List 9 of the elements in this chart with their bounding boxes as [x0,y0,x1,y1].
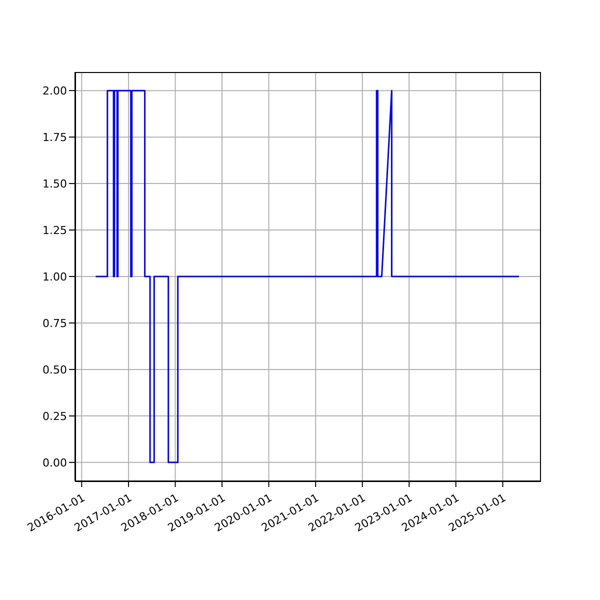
y-tick-label: 0.75 [42,316,67,330]
y-tick-label: 0.50 [42,363,67,376]
y-tick-label: 1.50 [42,177,67,190]
y-tick-label: 0.00 [42,456,67,470]
y-tick-label: 0.25 [42,410,67,423]
y-tick-label: 2.00 [42,84,67,98]
y-tick-label: 1.25 [42,224,67,237]
y-tick-label: 1.00 [42,270,67,284]
y-tick-label: 1.75 [42,130,67,144]
